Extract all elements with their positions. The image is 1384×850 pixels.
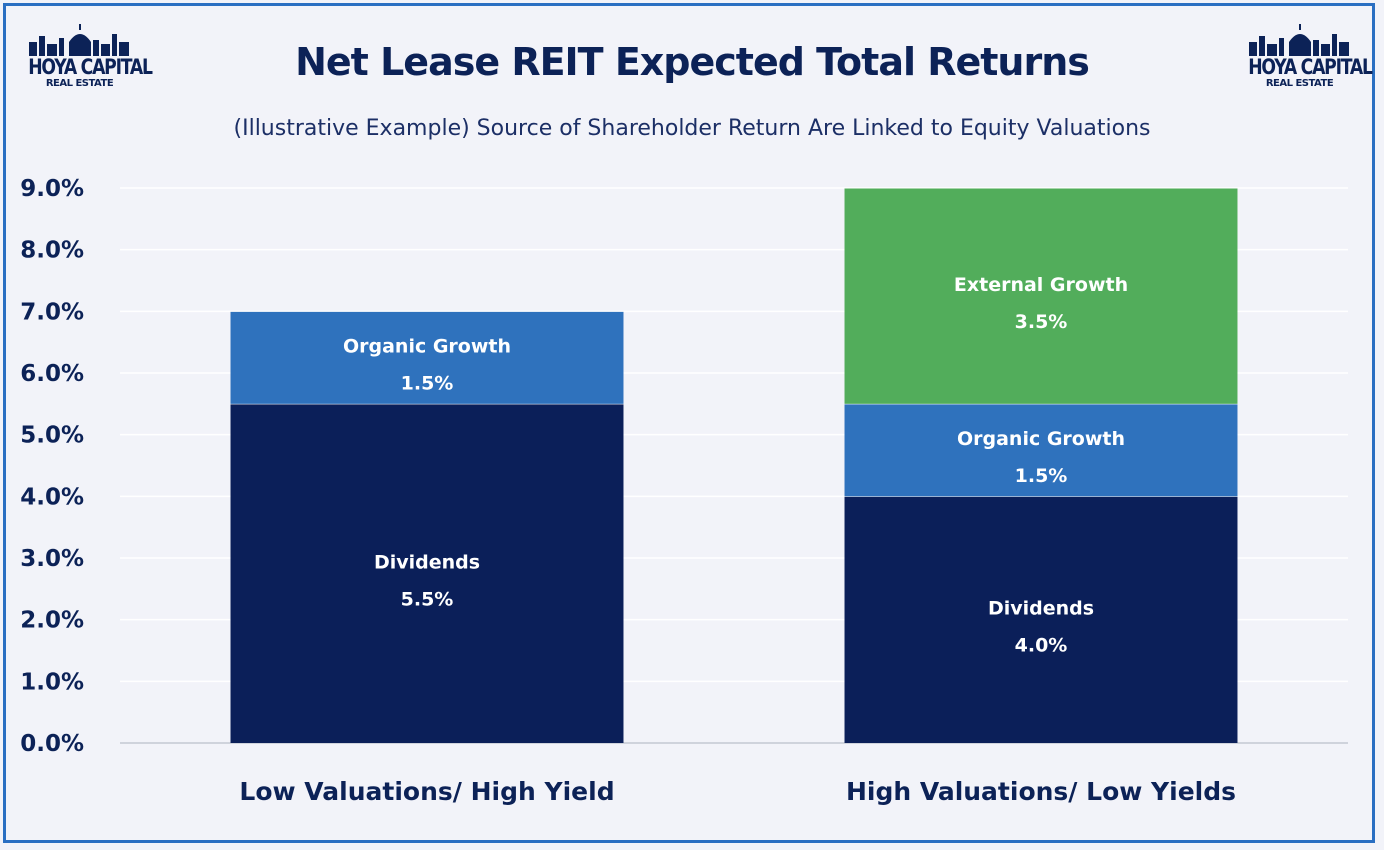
segment-value-label: 3.5% [1015,311,1068,333]
segment-series-label: Organic Growth [957,428,1125,450]
logo-tagline: REAL ESTATE [1265,78,1334,89]
segment-series-label: Dividends [988,598,1094,620]
bar-segment-dividends [230,403,624,743]
logo-tagline: REAL ESTATE [45,78,114,89]
bar-segment-organic-growth [844,403,1238,497]
y-tick-label: 2.0% [20,608,84,634]
y-tick-label: 5.0% [20,423,84,449]
bar-segment-dividends [844,496,1238,743]
segment-value-label: 4.0% [1015,635,1068,657]
chart-title: Net Lease REIT Expected Total Returns [295,40,1090,84]
y-tick-label: 1.0% [20,669,84,695]
bar-segment-organic-growth [230,311,624,404]
segment-value-label: 1.5% [1015,465,1068,487]
x-tick-label: High Valuations/ Low Yields [846,777,1236,806]
y-tick-label: 8.0% [20,238,84,264]
y-tick-label: 3.0% [20,546,84,572]
bar-segment-external-growth [844,188,1238,404]
y-tick-label: 6.0% [20,361,84,387]
y-tick-label: 7.0% [20,299,84,325]
y-tick-label: 0.0% [20,731,84,757]
segment-value-label: 1.5% [401,373,454,395]
segment-series-label: Dividends [374,551,480,573]
logo-name: HOYA CAPITAL [28,55,153,79]
y-tick-label: 9.0% [20,176,84,202]
segment-series-label: Organic Growth [343,336,511,358]
skyline-icon [1248,24,1349,56]
logo-left: HOYA CAPITAL REAL ESTATE [17,22,153,112]
chart-subtitle: (Illustrative Example) Source of Shareho… [233,116,1151,141]
logo-right: HOYA CAPITAL REAL ESTATE [1237,22,1373,112]
skyline-icon [28,24,129,56]
logo-name: HOYA CAPITAL [1248,55,1373,79]
segment-value-label: 5.5% [401,588,454,610]
x-tick-label: Low Valuations/ High Yield [239,777,614,806]
y-tick-label: 4.0% [20,484,84,510]
segment-series-label: External Growth [954,274,1128,296]
